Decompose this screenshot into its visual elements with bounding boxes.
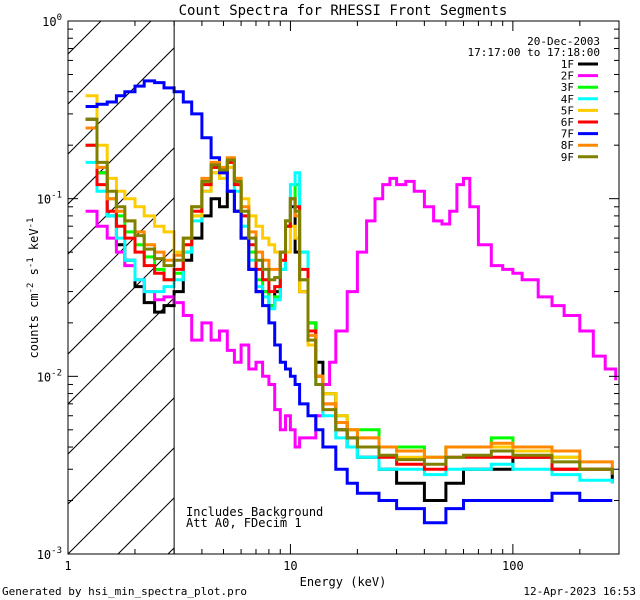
hatch-line <box>68 47 175 155</box>
legend-date: 20-Dec-2003 <box>527 35 600 48</box>
series-group <box>85 79 618 525</box>
x-tick-label: 1 <box>64 559 71 573</box>
legend-label-4F: 4F <box>561 93 574 106</box>
series-line-2F <box>85 176 618 449</box>
legend-label-2F: 2F <box>561 70 574 83</box>
legend-label-6F: 6F <box>561 116 574 129</box>
y-tick-label: 100 <box>42 13 62 29</box>
legend-label-5F: 5F <box>561 104 574 117</box>
legend-label-8F: 8F <box>561 139 574 152</box>
footer-generated-by: Generated by hsi_min_spectra_plot.pro <box>2 585 247 598</box>
legend-label-1F: 1F <box>561 58 574 71</box>
chart-title: Count Spectra for RHESSI Front Segments <box>179 3 508 19</box>
x-axis-label: Energy (keV) <box>300 575 387 589</box>
hatch-line <box>68 197 175 305</box>
series-line-9F <box>85 117 614 475</box>
series-line-7F <box>85 79 613 525</box>
legend-label-3F: 3F <box>561 81 574 94</box>
annotation-line-1: Includes Background <box>186 505 323 519</box>
footer-timestamp: 12-Apr-2023 16:53 <box>523 585 636 598</box>
hatch-line <box>68 447 175 554</box>
x-tick-label: 10 <box>283 559 297 573</box>
hatch-line <box>68 397 175 505</box>
hatch-line <box>68 97 175 205</box>
axis-ticks: 1 10 100 10-3 10-2 10-1 100 <box>37 13 620 573</box>
y-tick-label: 10-2 <box>37 368 62 384</box>
y-axis-label: counts cm-2 s-1 keV-1 <box>26 218 41 359</box>
plot-frame <box>67 20 620 555</box>
legend-label-9F: 9F <box>561 151 574 164</box>
y-tick-label: 10-3 <box>37 546 62 562</box>
y-tick-label: 10-1 <box>37 191 62 207</box>
annotation-line-2: Att A0, FDecim 1 <box>186 516 302 530</box>
x-tick-label: 100 <box>502 559 524 573</box>
legend-label-7F: 7F <box>561 128 574 141</box>
legend-time-range: 17:17:00 to 17:18:00 <box>468 46 600 59</box>
